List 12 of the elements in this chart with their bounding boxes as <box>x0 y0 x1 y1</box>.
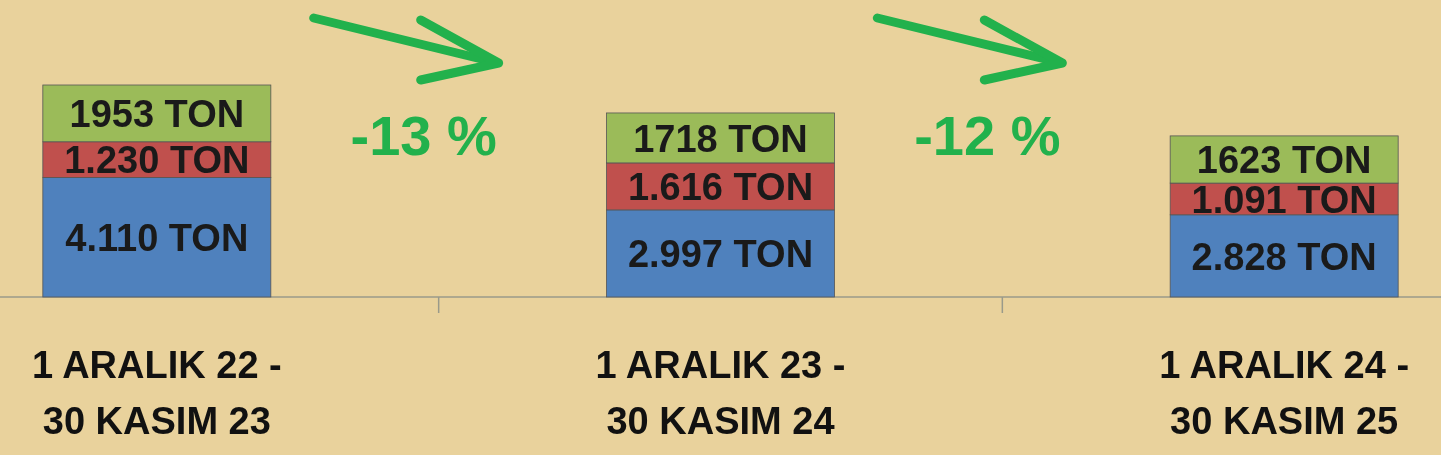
data-label: 1.230 TON <box>64 139 250 182</box>
annotation: -12 % <box>914 104 1061 168</box>
x-tick-label: 1 ARALIK 22 - 30 KASIM 23 <box>31 344 282 442</box>
data-label: 2.828 TON <box>1191 235 1377 278</box>
data-label: 1718 TON <box>633 117 808 160</box>
data-label: 1.616 TON <box>627 166 814 209</box>
data-label: 4.110 TON <box>65 216 249 259</box>
annotation: -13 % <box>350 104 497 168</box>
x-tick-label: 1 ARALIK 24 - 30 KASIM 25 <box>1159 344 1410 442</box>
data-label: 2.997 TON <box>627 233 814 276</box>
x-tick-label: 1 ARALIK 23 - 30 KASIM 24 <box>595 344 846 442</box>
data-label: 1953 TON <box>69 93 245 136</box>
